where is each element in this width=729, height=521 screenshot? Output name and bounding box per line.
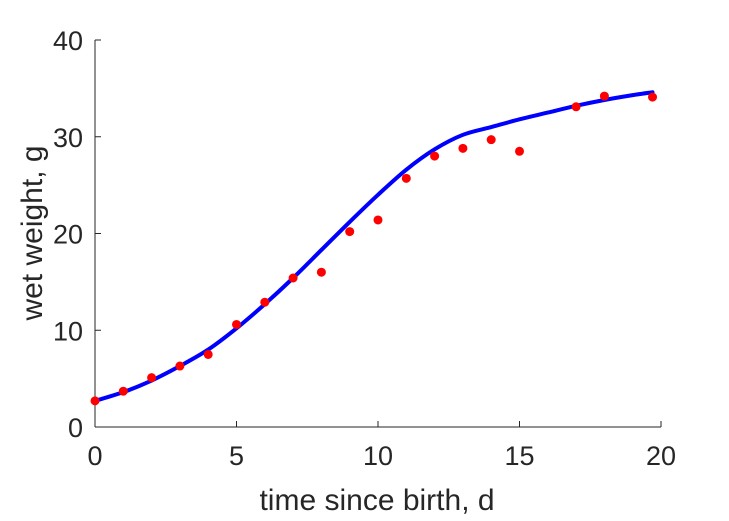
x-tick-label: 0 bbox=[87, 441, 102, 471]
data-point bbox=[458, 143, 468, 153]
data-point bbox=[316, 267, 326, 277]
data-point bbox=[260, 297, 270, 307]
x-tick-label: 5 bbox=[229, 441, 244, 471]
data-point bbox=[648, 92, 658, 102]
data-point bbox=[515, 146, 524, 156]
fit-curve bbox=[93, 90, 655, 403]
x-tick-label: 20 bbox=[646, 441, 676, 471]
data-point bbox=[430, 151, 440, 161]
data-point bbox=[232, 319, 241, 329]
data-point bbox=[373, 215, 383, 225]
y-tick-label: 20 bbox=[53, 220, 83, 250]
y-axis-label: wet weight, g bbox=[16, 145, 49, 321]
plot-area bbox=[90, 90, 658, 406]
data-point bbox=[599, 91, 609, 101]
data-point bbox=[203, 349, 213, 359]
x-axis-label: time since birth, d bbox=[259, 484, 494, 517]
y-tick-label: 10 bbox=[53, 316, 83, 346]
data-point bbox=[175, 361, 185, 371]
y-tick-label: 0 bbox=[68, 413, 83, 443]
x-tick-label: 10 bbox=[363, 441, 393, 471]
data-point bbox=[345, 227, 355, 237]
data-point bbox=[486, 135, 496, 145]
data-point bbox=[401, 173, 411, 183]
x-tick-label: 15 bbox=[504, 441, 534, 471]
data-point bbox=[147, 373, 157, 383]
y-tick-label: 30 bbox=[53, 123, 83, 153]
tick-labels: 0 5 10 15 20 0 10 20 30 40 bbox=[53, 26, 676, 471]
y-tick-label: 40 bbox=[53, 26, 83, 56]
data-point bbox=[118, 386, 128, 396]
data-point bbox=[571, 102, 581, 112]
axes bbox=[94, 39, 662, 428]
data-point bbox=[288, 273, 298, 283]
data-point bbox=[90, 396, 100, 406]
